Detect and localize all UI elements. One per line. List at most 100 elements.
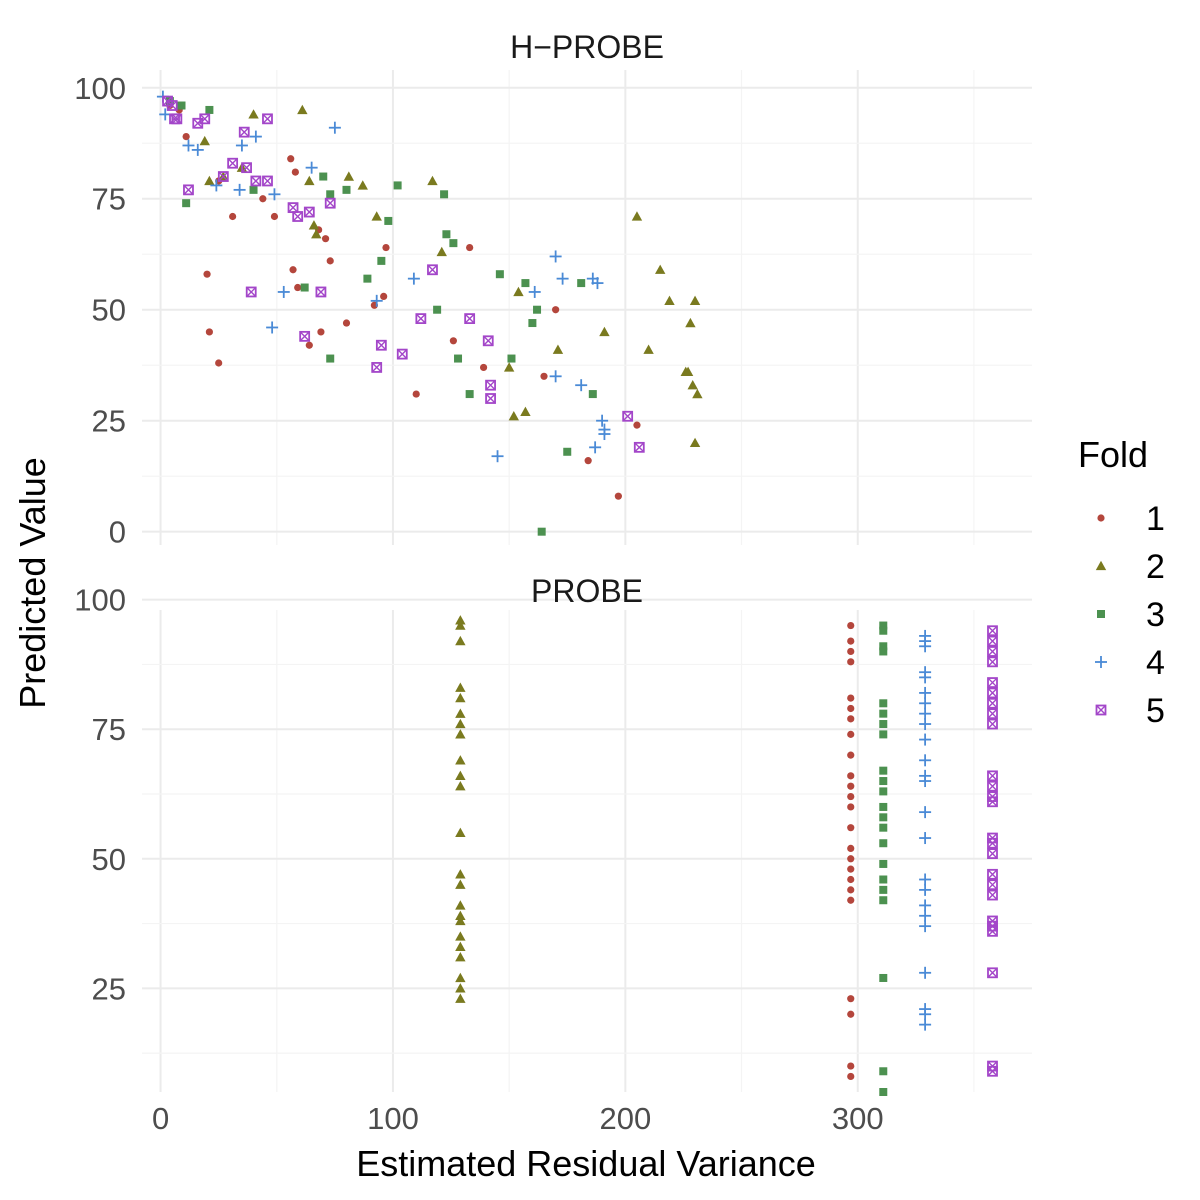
data-point-fold-3 [363,274,372,283]
data-point-fold-4 [277,285,290,298]
data-point-fold-5 [485,393,496,404]
data-point-fold-3 [879,839,888,848]
data-point-fold-1 [289,266,297,274]
data-point-fold-5 [987,879,998,891]
panel-h-probe-points [156,90,703,536]
data-point-fold-4 [575,379,588,392]
data-point-fold-5 [987,796,998,808]
data-point-fold-1 [847,792,855,801]
data-point-fold-2 [455,620,466,630]
data-point-fold-4 [305,161,318,174]
data-point-fold-3 [433,305,442,314]
data-point-fold-3 [440,190,449,199]
panel-probe-title: PROBE [531,573,643,609]
x-tick-label: 0 [152,1101,169,1136]
data-point-fold-4 [919,873,932,886]
data-point-fold-4 [919,697,932,710]
data-point-fold-3 [879,730,888,739]
legend-entry-4: 4 [1095,644,1165,682]
data-point-fold-2 [455,931,466,941]
data-point-fold-2 [689,295,701,306]
data-point-fold-2 [682,366,694,377]
data-point-fold-2 [455,983,466,993]
data-point-fold-3 [495,270,504,279]
data-point-fold-2 [513,286,524,297]
data-point-fold-4 [235,139,248,152]
data-point-fold-3 [879,642,888,651]
data-point-fold-3 [205,105,214,114]
data-point-fold-1 [479,363,488,372]
data-point-fold-4 [919,640,932,653]
data-point-fold-4 [191,143,204,156]
y-tick-label: 0 [109,515,126,550]
data-point-fold-2 [455,708,466,718]
data-point-fold-1 [294,283,302,292]
data-point-fold-4 [233,183,246,196]
data-point-fold-4 [210,179,223,192]
data-point-fold-3 [537,527,546,536]
data-point-fold-3 [393,181,402,190]
legend-label: 5 [1146,692,1165,730]
data-point-fold-5 [262,113,273,125]
data-point-fold-1 [321,235,330,243]
data-point-fold-1 [317,328,325,336]
data-point-fold-3 [879,720,888,729]
data-point-fold-5 [464,313,476,324]
data-point-fold-4 [919,718,932,731]
data-point-fold-5 [987,718,998,730]
data-point-fold-5 [633,441,645,453]
data-point-fold-3 [533,305,542,314]
data-point-fold-3 [588,390,597,399]
data-point-fold-4 [919,775,932,788]
legend-label: 3 [1146,596,1165,634]
data-point-fold-1 [847,704,855,713]
data-point-fold-2 [687,379,698,390]
data-point-fold-4 [491,450,504,463]
data-point-fold-1 [847,896,855,904]
data-point-fold-1 [847,637,855,645]
data-point-fold-2 [455,972,466,983]
data-point-fold-5 [987,1065,998,1077]
data-point-fold-3 [449,239,458,248]
data-point-fold-3 [879,875,888,884]
data-point-fold-5 [217,171,229,182]
data-point-fold-3 [319,172,328,181]
y-tick-label: 75 [92,712,126,747]
data-point-fold-5 [227,157,239,169]
data-point-fold-1 [291,168,299,176]
data-point-fold-2 [199,135,210,146]
data-point-fold-3 [507,354,516,363]
data-point-fold-5 [396,348,408,360]
y-tick-label: 50 [92,293,126,328]
data-point-fold-3 [879,626,888,635]
data-point-fold-4 [370,294,383,307]
data-point-fold-5 [987,646,998,657]
data-point-fold-4 [268,188,281,201]
data-point-fold-4 [919,832,932,845]
data-point-fold-2 [455,615,466,625]
data-point-fold-1 [847,995,855,1003]
data-point-fold-2 [455,900,466,910]
data-point-fold-3 [879,1067,888,1076]
data-point-fold-3 [342,185,351,194]
data-point-fold-5 [183,184,194,196]
data-point-fold-1 [540,372,548,380]
data-point-fold-4 [919,909,932,922]
data-point-fold-3 [879,766,888,775]
data-point-fold-5 [987,868,998,880]
data-point-fold-2 [692,388,703,399]
data-point-fold-4 [919,1018,932,1031]
legend: Fold 1 2 3 4 5 [1078,434,1165,730]
data-point-fold-3 [879,813,888,822]
data-point-fold-1 [633,421,641,429]
y-tick-label: 50 [92,842,126,877]
data-point-fold-2 [297,104,308,115]
data-point-fold-3 [521,279,530,288]
data-point-fold-2 [654,264,666,274]
data-point-fold-1 [847,803,855,811]
data-point-fold-1 [229,212,237,221]
data-point-fold-2 [343,171,355,181]
data-point-fold-3 [879,777,888,786]
data-point-fold-5 [238,126,250,138]
